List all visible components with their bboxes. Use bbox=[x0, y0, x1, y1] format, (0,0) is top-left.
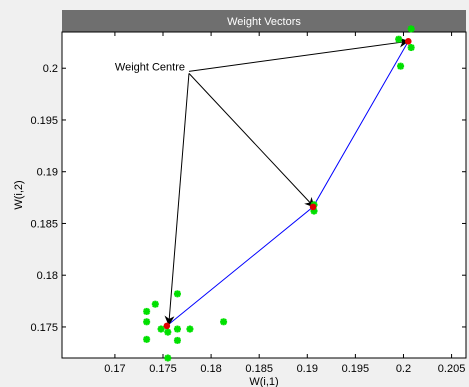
x-axis: 0.17 0.175 0.18 0.185 0.19 0.195 0.2 0.205 bbox=[104, 32, 465, 375]
plot-area bbox=[61, 31, 467, 359]
data-point bbox=[395, 35, 403, 43]
data-point bbox=[173, 325, 181, 333]
data-point bbox=[186, 325, 194, 333]
y-axis: 0.175 0.18 0.185 0.19 0.195 0.2 bbox=[30, 63, 466, 334]
data-point-layer bbox=[143, 25, 415, 362]
data-point bbox=[173, 290, 181, 298]
x-tick-label: 0.185 bbox=[245, 363, 273, 375]
y-tick-label: 0.175 bbox=[30, 322, 58, 334]
annotation-arrow bbox=[188, 37, 410, 72]
annotation-arrow bbox=[188, 73, 315, 208]
x-tick-label: 0.18 bbox=[200, 363, 221, 375]
weight-centre-label: Weight Centre bbox=[115, 61, 185, 73]
data-point bbox=[151, 300, 159, 308]
data-point bbox=[164, 328, 172, 336]
weight-vector-point bbox=[163, 322, 171, 330]
x-tick-label: 0.19 bbox=[297, 363, 318, 375]
data-point bbox=[407, 25, 415, 33]
data-point bbox=[173, 336, 181, 344]
data-point bbox=[143, 335, 151, 343]
data-point bbox=[143, 307, 151, 315]
data-point bbox=[143, 318, 151, 326]
data-point bbox=[397, 62, 405, 70]
arrow-layer bbox=[164, 37, 410, 326]
x-axis-label: W(i,1) bbox=[249, 376, 278, 387]
x-tick-label: 0.195 bbox=[342, 363, 370, 375]
y-tick-label: 0.195 bbox=[30, 115, 58, 127]
data-point bbox=[164, 354, 172, 362]
data-point bbox=[407, 44, 415, 52]
annotation-layer: Weight Centre bbox=[115, 61, 185, 73]
plot-content: Weight Centre bbox=[115, 25, 415, 362]
y-tick-label: 0.19 bbox=[37, 167, 58, 179]
y-axis-label: W(i,2) bbox=[13, 180, 25, 209]
y-tick-label: 0.185 bbox=[30, 218, 58, 230]
weight-vector-layer bbox=[163, 38, 412, 330]
y-tick-label: 0.18 bbox=[37, 270, 58, 282]
weight-vector-point bbox=[404, 38, 412, 45]
x-tick-label: 0.205 bbox=[438, 363, 466, 375]
weight-vector-point bbox=[309, 203, 317, 211]
x-tick-label: 0.2 bbox=[396, 363, 411, 375]
title-bar bbox=[62, 10, 466, 32]
data-point bbox=[220, 318, 228, 326]
annotation-arrow bbox=[164, 73, 190, 326]
data-point bbox=[157, 325, 165, 333]
y-tick-label: 0.2 bbox=[43, 63, 58, 75]
x-tick-label: 0.175 bbox=[149, 363, 177, 375]
x-tick-label: 0.17 bbox=[104, 363, 125, 375]
chart-title: Weight Vectors bbox=[227, 16, 301, 28]
